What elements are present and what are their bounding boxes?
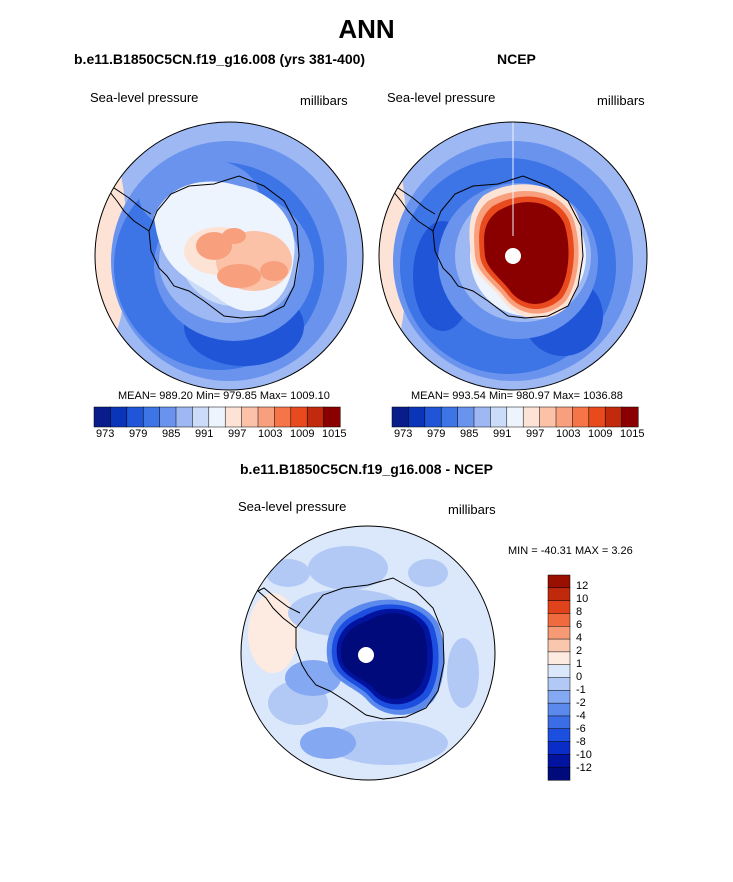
panel-2-units-label: millibars bbox=[597, 93, 645, 108]
panel-1-stats: MEAN= 989.20 Min= 979.85 Max= 1009.10 bbox=[118, 390, 330, 402]
panel-3-title: b.e11.B1850C5CN.f19_g16.008 - NCEP bbox=[240, 461, 493, 477]
tick: 1015 bbox=[620, 428, 645, 440]
colorbar-swatch bbox=[241, 406, 259, 428]
colorbar-swatch bbox=[490, 406, 508, 428]
panel-3-stats: MIN = -40.31 MAX = 3.26 bbox=[508, 545, 633, 557]
colorbar-swatch bbox=[547, 651, 571, 666]
tick: -10 bbox=[576, 749, 592, 761]
panel-2-map bbox=[378, 121, 648, 391]
tick: -1 bbox=[576, 684, 586, 696]
tick: 1003 bbox=[258, 428, 283, 440]
panel-3-colorbar-ticks: 12 10 8 6 4 2 1 0 -1 -2 -4 -6 -8 -10 -12 bbox=[576, 575, 616, 780]
colorbar-swatch bbox=[547, 715, 571, 730]
tick: 2 bbox=[576, 645, 583, 657]
tick: 1 bbox=[576, 658, 583, 670]
colorbar-swatch bbox=[110, 406, 128, 428]
colorbar-swatch bbox=[473, 406, 491, 428]
tick: 1009 bbox=[290, 428, 315, 440]
colorbar-swatch bbox=[555, 406, 573, 428]
colorbar-swatch bbox=[306, 406, 325, 428]
tick: -8 bbox=[576, 736, 586, 748]
tick: 979 bbox=[129, 428, 148, 440]
colorbar-swatch bbox=[274, 406, 292, 428]
colorbar-swatch bbox=[391, 406, 409, 428]
colorbar-swatch bbox=[547, 587, 571, 602]
tick: 985 bbox=[162, 428, 181, 440]
colorbar-swatch bbox=[547, 728, 571, 743]
tick: 973 bbox=[96, 428, 115, 440]
tick: -4 bbox=[576, 710, 586, 722]
colorbar-swatch bbox=[547, 702, 571, 717]
panel-1-units-label: millibars bbox=[300, 93, 348, 108]
colorbar-swatch bbox=[547, 677, 571, 691]
colorbar-swatch bbox=[604, 406, 623, 428]
tick: 4 bbox=[576, 632, 583, 644]
tick: 8 bbox=[576, 606, 583, 618]
colorbar-swatch bbox=[539, 406, 557, 428]
colorbar-swatch bbox=[408, 406, 426, 428]
colorbar-swatch bbox=[547, 600, 571, 614]
panel-3-units-label: millibars bbox=[448, 502, 496, 517]
tick: 1009 bbox=[588, 428, 613, 440]
tick: 973 bbox=[394, 428, 413, 440]
panel-2-title: NCEP bbox=[497, 51, 536, 67]
colorbar-swatch bbox=[257, 406, 275, 428]
colorbar-swatch bbox=[621, 406, 639, 428]
tick: 979 bbox=[427, 428, 446, 440]
panel-3-colorbar bbox=[547, 574, 571, 781]
colorbar-swatch bbox=[424, 406, 442, 428]
colorbar-swatch bbox=[547, 754, 571, 768]
colorbar-swatch bbox=[547, 690, 571, 704]
tick: 997 bbox=[526, 428, 545, 440]
colorbar-swatch bbox=[547, 613, 571, 627]
tick: 1015 bbox=[322, 428, 347, 440]
colorbar-swatch bbox=[547, 638, 571, 653]
panel-3-field-label: Sea-level pressure bbox=[238, 499, 347, 514]
colorbar-swatch bbox=[93, 406, 111, 428]
colorbar-swatch bbox=[224, 406, 243, 428]
colorbar-swatch bbox=[175, 406, 193, 428]
tick: -2 bbox=[576, 697, 586, 709]
tick: 0 bbox=[576, 671, 583, 683]
panel-2-colorbar bbox=[391, 406, 639, 428]
colorbar-swatch bbox=[547, 626, 571, 640]
tick: 991 bbox=[493, 428, 512, 440]
colorbar-swatch bbox=[547, 741, 571, 755]
colorbar-swatch bbox=[440, 406, 459, 428]
colorbar-swatch bbox=[547, 766, 571, 781]
colorbar-swatch bbox=[457, 406, 475, 428]
colorbar-swatch bbox=[159, 406, 177, 428]
panel-1-colorbar-ticks: 973 979 985 991 997 1003 1009 1015 bbox=[94, 428, 346, 442]
colorbar-swatch bbox=[506, 406, 524, 428]
tick: 6 bbox=[576, 619, 583, 631]
tick: 985 bbox=[460, 428, 479, 440]
colorbar-swatch bbox=[126, 406, 144, 428]
colorbar-swatch bbox=[588, 406, 606, 428]
page-title: ANN bbox=[338, 14, 395, 44]
tick: 10 bbox=[576, 593, 589, 605]
colorbar-swatch bbox=[323, 406, 341, 428]
colorbar-swatch bbox=[208, 406, 226, 428]
colorbar-swatch bbox=[522, 406, 541, 428]
tick: 1003 bbox=[556, 428, 581, 440]
colorbar-swatch bbox=[290, 406, 308, 428]
panel-1-title: b.e11.B1850C5CN.f19_g16.008 (yrs 381-400… bbox=[74, 51, 366, 67]
tick: -12 bbox=[576, 762, 592, 774]
tick: 12 bbox=[576, 580, 589, 592]
tick: 997 bbox=[228, 428, 247, 440]
panel-2-stats: MEAN= 993.54 Min= 980.97 Max= 1036.88 bbox=[411, 390, 623, 402]
panel-1-colorbar bbox=[93, 406, 341, 428]
panel-1-field-label: Sea-level pressure bbox=[90, 90, 199, 105]
colorbar-swatch bbox=[572, 406, 590, 428]
colorbar-swatch bbox=[192, 406, 210, 428]
tick: -6 bbox=[576, 723, 586, 735]
colorbar-swatch bbox=[547, 664, 571, 679]
panel-2-field-label: Sea-level pressure bbox=[387, 90, 496, 105]
panel-3-map bbox=[240, 525, 496, 781]
panel-2-colorbar-ticks: 973 979 985 991 997 1003 1009 1015 bbox=[392, 428, 644, 442]
colorbar-swatch bbox=[547, 574, 571, 589]
panel-1-map bbox=[94, 121, 364, 391]
colorbar-swatch bbox=[142, 406, 161, 428]
tick: 991 bbox=[195, 428, 214, 440]
